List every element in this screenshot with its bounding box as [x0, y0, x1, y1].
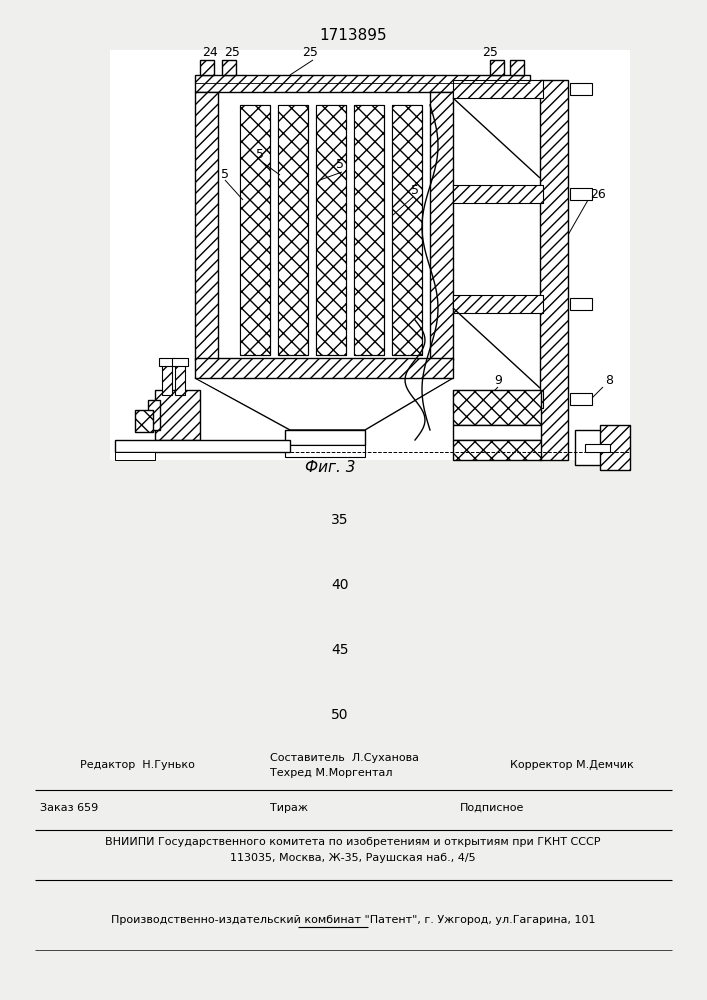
Bar — [316, 105, 346, 355]
Bar — [510, 60, 524, 75]
Bar — [172, 358, 188, 366]
Bar — [570, 298, 592, 310]
Text: 25: 25 — [482, 45, 498, 58]
Text: 40: 40 — [332, 578, 349, 592]
Bar — [453, 80, 543, 98]
Polygon shape — [195, 378, 453, 430]
Bar — [453, 185, 543, 203]
Text: ВНИИПИ Государственного комитета по изобретениям и открытиям при ГКНТ СССР: ВНИИПИ Государственного комитета по изоб… — [105, 837, 601, 847]
Text: 5: 5 — [411, 184, 419, 196]
Text: Составитель  Л.Суханова: Составитель Л.Суханова — [270, 753, 419, 763]
Bar — [241, 106, 269, 354]
Bar — [570, 393, 592, 405]
Bar — [490, 60, 504, 75]
Bar — [135, 410, 153, 432]
Bar — [393, 106, 421, 354]
Bar — [155, 390, 200, 440]
Bar — [195, 75, 530, 92]
Text: 5: 5 — [256, 148, 264, 161]
Bar — [570, 188, 592, 200]
Text: Фиг. 3: Фиг. 3 — [305, 460, 355, 476]
Bar — [600, 425, 630, 470]
Bar — [354, 105, 384, 355]
Bar — [453, 80, 543, 98]
Bar — [540, 80, 568, 460]
Text: 8: 8 — [605, 373, 613, 386]
Text: 25: 25 — [302, 45, 318, 58]
Bar — [278, 105, 308, 355]
Bar — [453, 295, 543, 313]
Bar — [240, 105, 270, 355]
Bar — [453, 440, 541, 460]
Text: 35: 35 — [332, 513, 349, 527]
Bar — [355, 106, 383, 354]
Text: Производственно-издательский комбинат "Патент", г. Ужгород, ул.Гагарина, 101: Производственно-издательский комбинат "П… — [111, 915, 595, 925]
Text: 5: 5 — [336, 158, 344, 172]
Text: 26: 26 — [590, 188, 606, 202]
Bar — [159, 358, 175, 366]
Bar — [175, 365, 185, 395]
Bar — [570, 83, 592, 95]
Bar — [453, 390, 541, 425]
Text: 9: 9 — [494, 373, 502, 386]
Bar — [392, 105, 422, 355]
Bar — [240, 105, 270, 355]
Bar — [222, 60, 236, 75]
Bar — [279, 106, 307, 354]
Bar — [453, 390, 543, 408]
Bar — [285, 445, 365, 457]
Text: 25: 25 — [224, 45, 240, 58]
Bar — [148, 400, 160, 430]
Bar — [162, 365, 172, 395]
Text: 1713895: 1713895 — [319, 28, 387, 43]
Bar — [430, 92, 453, 360]
Text: Тираж: Тираж — [270, 803, 308, 813]
Text: 24: 24 — [202, 45, 218, 58]
Bar — [585, 444, 610, 452]
Text: 50: 50 — [332, 708, 349, 722]
Bar — [278, 105, 308, 355]
Bar — [453, 295, 543, 313]
Bar — [115, 452, 155, 460]
Text: 113035, Москва, Ж-35, Раушская наб., 4/5: 113035, Москва, Ж-35, Раушская наб., 4/5 — [230, 853, 476, 863]
Bar — [392, 105, 422, 355]
Bar — [453, 425, 541, 440]
Bar — [453, 390, 543, 408]
Bar — [200, 60, 214, 75]
Bar — [453, 185, 543, 203]
Text: Подписное: Подписное — [460, 803, 525, 813]
Bar — [195, 92, 218, 360]
Bar — [317, 106, 345, 354]
Polygon shape — [198, 379, 450, 429]
Text: 5: 5 — [221, 168, 229, 182]
Bar — [115, 440, 290, 452]
Bar — [285, 430, 365, 445]
Text: Корректор М.Демчик: Корректор М.Демчик — [510, 760, 633, 770]
Text: Редактор  Н.Гунько: Редактор Н.Гунько — [80, 760, 195, 770]
Text: 45: 45 — [332, 643, 349, 657]
Bar — [316, 105, 346, 355]
Text: Заказ 659: Заказ 659 — [40, 803, 98, 813]
Bar — [195, 358, 453, 378]
Bar — [575, 430, 605, 465]
Bar — [110, 50, 630, 460]
Bar — [354, 105, 384, 355]
Text: Техред М.Моргентал: Техред М.Моргентал — [270, 768, 392, 778]
